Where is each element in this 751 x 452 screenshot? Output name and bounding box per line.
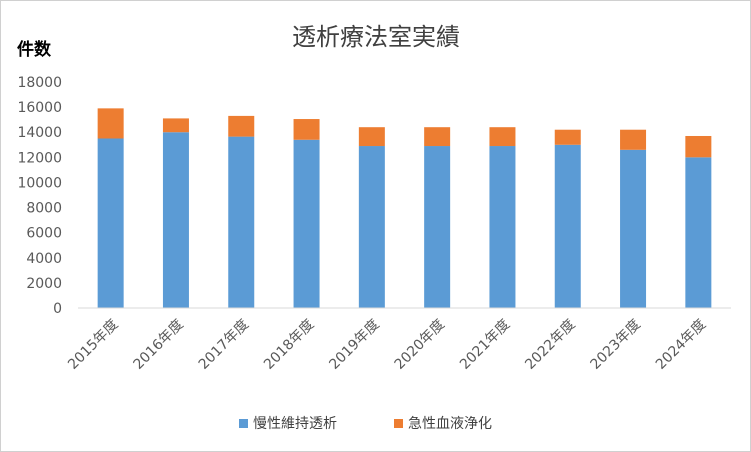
bar-chronic	[293, 139, 320, 308]
legend-label: 慢性維持透析	[253, 415, 337, 432]
bar-acute	[162, 118, 189, 133]
bar-acute	[685, 135, 712, 158]
bar-acute	[424, 127, 451, 147]
y-tick-label: 14000	[17, 125, 62, 141]
x-tick-label: 2022年度	[522, 317, 578, 373]
y-tick-label: 8000	[26, 201, 62, 217]
bar-acute	[620, 129, 647, 150]
x-tick-label: 2023年度	[588, 317, 644, 373]
x-axis-ticks: 2015年度 2016年度 2017年度 2018年度 2019年度 2020年度 2021…	[65, 317, 709, 373]
bar-chronic	[424, 146, 451, 308]
bar-chronic	[358, 146, 385, 308]
y-axis-ticks: 0 2000 4000 6000 8000 10000 12000 14000 16000 180…	[17, 75, 62, 317]
x-tick-label: 2019年度	[326, 317, 382, 373]
y-tick-label: 18000	[17, 75, 62, 91]
legend-swatch	[394, 419, 403, 428]
bar-acute	[554, 129, 581, 145]
x-tick-label: 2018年度	[261, 317, 317, 373]
bar-acute	[293, 119, 320, 140]
bars	[97, 108, 712, 308]
x-tick-label: 2015年度	[65, 317, 121, 373]
x-tick-label: 2021年度	[457, 317, 513, 373]
y-tick-label: 16000	[17, 100, 62, 116]
bar-chronic	[620, 149, 647, 308]
y-tick-label: 0	[53, 301, 62, 317]
bar-chronic	[554, 144, 581, 308]
x-tick-label: 2024年度	[653, 317, 709, 373]
bar-chronic	[97, 138, 124, 308]
chart-title: 透析療法室実績	[292, 23, 460, 51]
bar-acute	[358, 127, 385, 147]
bar-acute	[489, 127, 516, 147]
bar-acute	[228, 115, 255, 137]
legend: 慢性維持透析 急性血液浄化	[239, 415, 492, 432]
y-tick-label: 4000	[26, 251, 62, 267]
y-tick-label: 6000	[26, 226, 62, 242]
bar-chronic	[228, 136, 255, 308]
y-tick-label: 2000	[26, 276, 62, 292]
legend-swatch	[239, 419, 248, 428]
y-tick-label: 10000	[17, 175, 62, 191]
x-tick-label: 2020年度	[392, 317, 448, 373]
bar-acute	[97, 108, 124, 139]
bar-chronic	[489, 146, 516, 308]
y-tick-label: 12000	[17, 150, 62, 166]
x-tick-label: 2016年度	[130, 317, 186, 373]
x-tick-label: 2017年度	[196, 317, 252, 373]
bar-chronic	[685, 157, 712, 308]
bar-chronic	[162, 132, 189, 308]
y-axis-label: 件数	[17, 39, 52, 60]
legend-label: 急性血液浄化	[408, 416, 492, 432]
